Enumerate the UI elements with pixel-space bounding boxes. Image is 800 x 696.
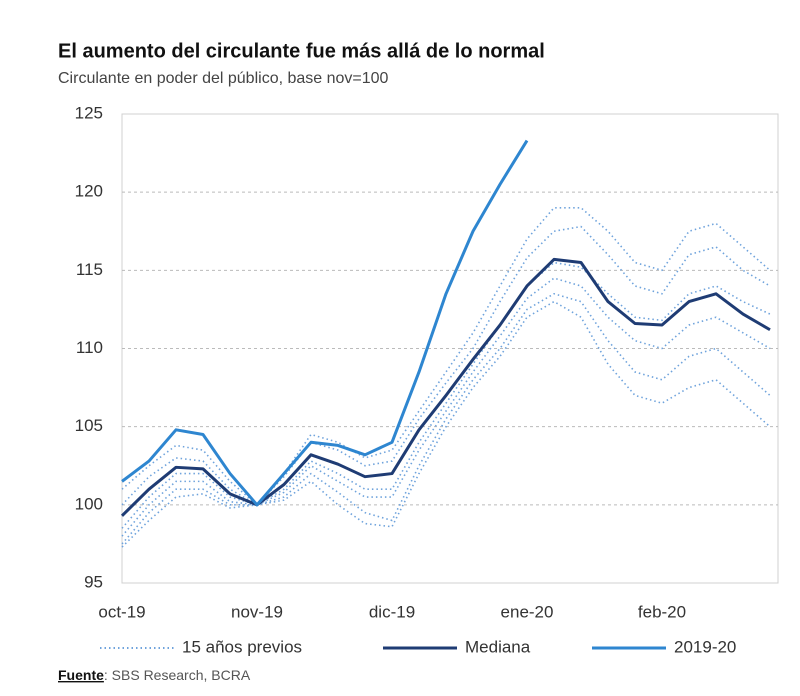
chart-subtitle: Circulante en poder del público, base no… — [58, 70, 389, 87]
series-line — [121, 277, 771, 537]
series-line — [121, 207, 771, 506]
source-label: Fuente — [58, 667, 104, 683]
y-tick-label: 115 — [76, 260, 103, 279]
x-tick-label: feb-20 — [638, 602, 686, 621]
y-tick-label: 120 — [75, 182, 103, 201]
x-tick-label: nov-19 — [231, 602, 283, 621]
series-line — [120, 257, 771, 517]
y-tick-label: 95 — [84, 572, 103, 591]
legend-label: 2019-20 — [674, 637, 736, 656]
series-line — [121, 225, 771, 506]
y-tick-label: 105 — [75, 416, 103, 435]
series-line — [121, 300, 771, 548]
series-line — [121, 292, 771, 545]
legend-label: Mediana — [465, 637, 531, 656]
legend-label: 15 años previos — [182, 637, 302, 656]
y-tick-label: 110 — [76, 338, 103, 357]
x-tick-label: dic-19 — [369, 602, 415, 621]
source-text: : SBS Research, BCRA — [104, 667, 251, 683]
y-tick-label: 100 — [75, 494, 103, 513]
source: Fuente: SBS Research, BCRA — [58, 667, 251, 683]
series-line — [121, 261, 771, 529]
x-tick-label: oct-19 — [98, 602, 145, 621]
x-tick-label: ene-20 — [501, 602, 554, 621]
chart-title: El aumento del circulante fue más allá d… — [58, 40, 545, 62]
y-tick-label: 125 — [75, 103, 103, 122]
series-line — [121, 139, 529, 507]
